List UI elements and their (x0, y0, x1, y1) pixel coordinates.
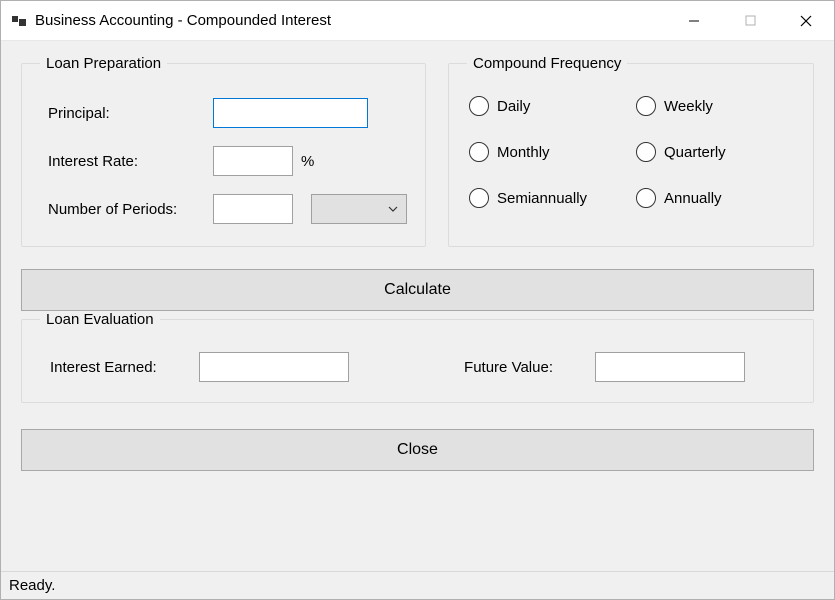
radio-semiannually[interactable]: Semiannually (469, 188, 626, 208)
top-row: Loan Preparation Principal: Interest Rat… (21, 55, 814, 247)
radio-label: Weekly (664, 98, 713, 115)
interest-rate-input[interactable] (213, 146, 293, 176)
periods-row: Number of Periods: (48, 194, 407, 224)
minimize-icon (688, 15, 700, 27)
radio-daily[interactable]: Daily (469, 96, 626, 116)
principal-input[interactable] (213, 98, 368, 128)
content-area: Loan Preparation Principal: Interest Rat… (1, 41, 834, 571)
close-button[interactable]: Close (21, 429, 814, 471)
calculate-button[interactable]: Calculate (21, 269, 814, 311)
percent-symbol: % (301, 153, 314, 170)
chevron-down-icon (388, 203, 398, 215)
radio-icon (636, 188, 656, 208)
radio-label: Semiannually (497, 190, 587, 207)
future-value-output[interactable] (595, 352, 745, 382)
periods-input[interactable] (213, 194, 293, 224)
close-icon (800, 15, 812, 27)
close-window-button[interactable] (778, 1, 834, 41)
loan-preparation-legend: Loan Preparation (40, 55, 167, 72)
compound-frequency-legend: Compound Frequency (467, 55, 627, 72)
minimize-button[interactable] (666, 1, 722, 41)
radio-icon (636, 96, 656, 116)
maximize-icon (745, 15, 756, 26)
radio-weekly[interactable]: Weekly (636, 96, 793, 116)
periods-label: Number of Periods: (48, 201, 213, 218)
radio-label: Quarterly (664, 144, 726, 161)
interest-rate-row: Interest Rate: % (48, 146, 407, 176)
radio-label: Monthly (497, 144, 550, 161)
status-bar: Ready. (1, 571, 834, 599)
loan-evaluation-group: Loan Evaluation Interest Earned: Future … (21, 311, 814, 403)
radio-label: Daily (497, 98, 530, 115)
principal-row: Principal: (48, 98, 407, 128)
radio-icon (636, 142, 656, 162)
frequency-grid: Daily Weekly Monthly Quarterly (467, 90, 795, 214)
titlebar: Business Accounting - Compounded Interes… (1, 1, 834, 41)
interest-earned-label: Interest Earned: (50, 359, 157, 376)
radio-icon (469, 142, 489, 162)
periods-unit-combobox[interactable] (311, 194, 407, 224)
radio-icon (469, 188, 489, 208)
radio-monthly[interactable]: Monthly (469, 142, 626, 162)
app-icon (11, 13, 27, 29)
interest-earned-output[interactable] (199, 352, 349, 382)
app-window: Business Accounting - Compounded Interes… (0, 0, 835, 600)
radio-annually[interactable]: Annually (636, 188, 793, 208)
radio-icon (469, 96, 489, 116)
close-button-label: Close (397, 441, 438, 459)
loan-preparation-group: Loan Preparation Principal: Interest Rat… (21, 55, 426, 247)
maximize-button (722, 1, 778, 41)
window-title: Business Accounting - Compounded Interes… (35, 12, 331, 29)
future-value-label: Future Value: (464, 359, 553, 376)
compound-frequency-group: Compound Frequency Daily Weekly Monthly (448, 55, 814, 247)
calculate-button-label: Calculate (384, 281, 451, 299)
interest-rate-label: Interest Rate: (48, 153, 213, 170)
loan-evaluation-legend: Loan Evaluation (40, 311, 160, 328)
evaluation-row: Interest Earned: Future Value: (40, 346, 795, 384)
radio-quarterly[interactable]: Quarterly (636, 142, 793, 162)
radio-label: Annually (664, 190, 722, 207)
principal-label: Principal: (48, 105, 213, 122)
status-text: Ready. (9, 577, 55, 594)
